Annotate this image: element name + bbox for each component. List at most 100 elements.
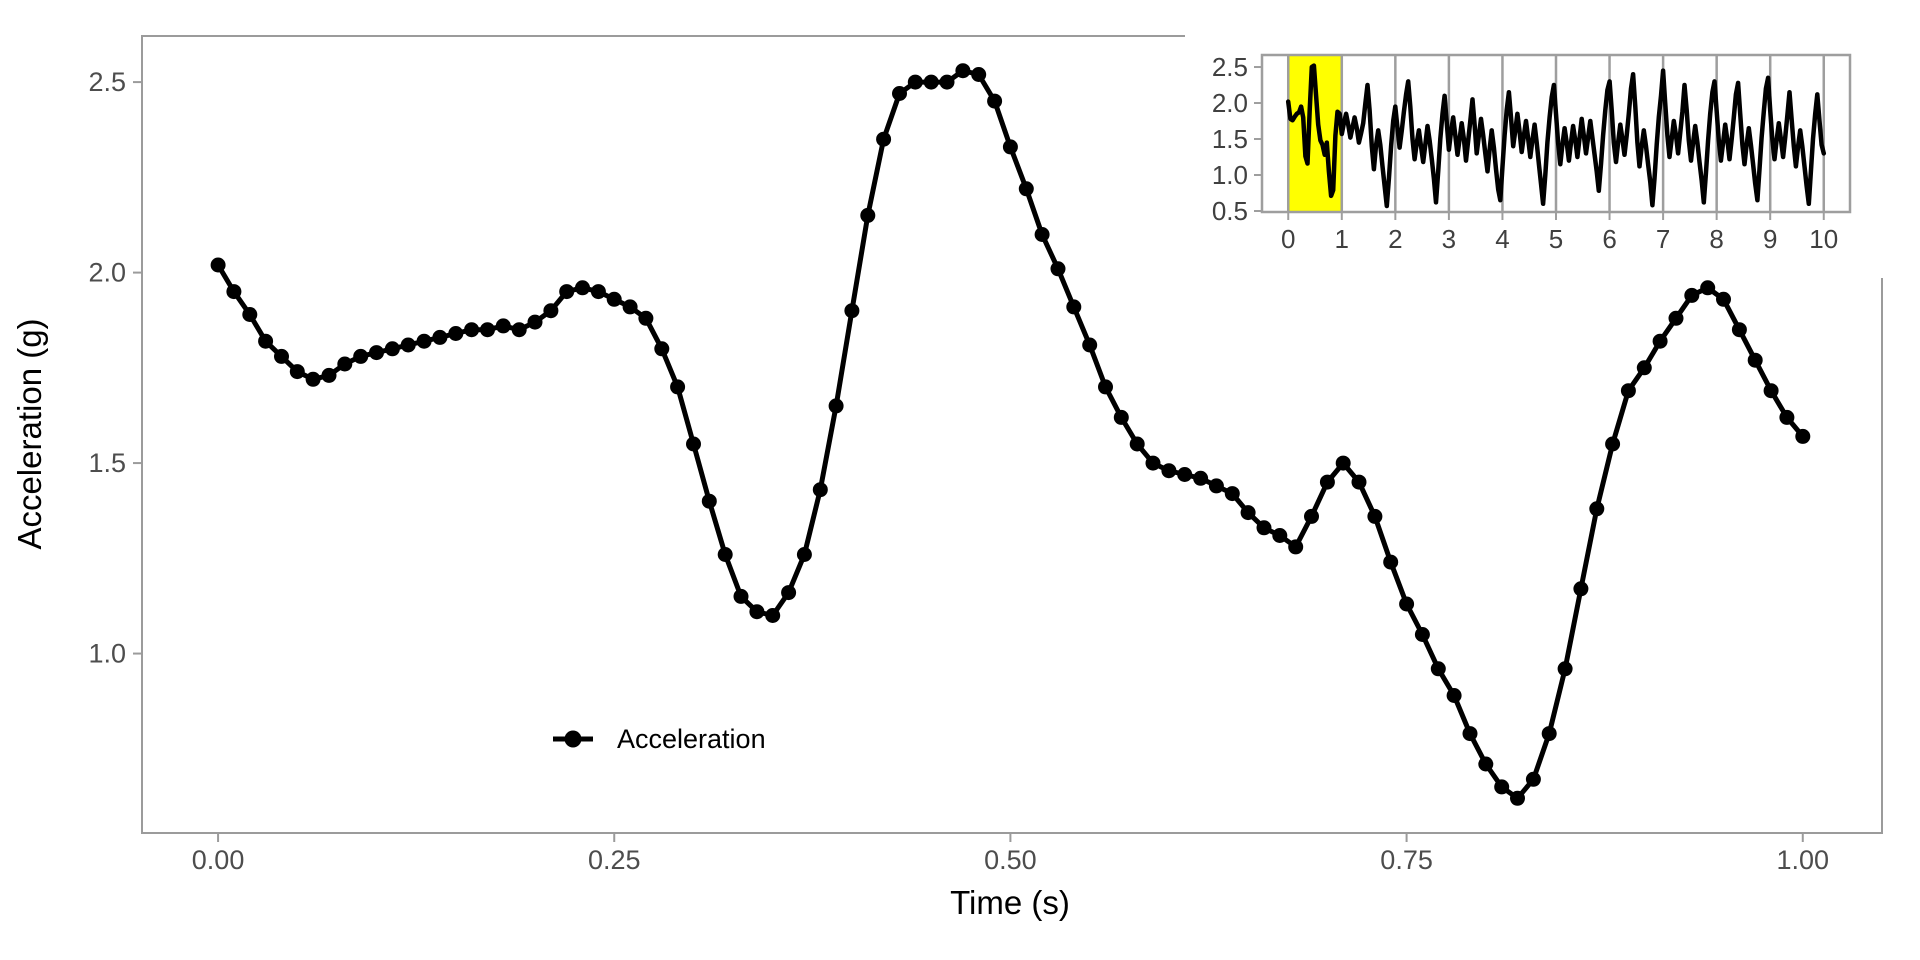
data-point [622,299,638,315]
inset-panel-border [1260,53,1852,214]
data-point [670,379,686,395]
data-point [1478,756,1494,772]
data-point [464,322,480,338]
data-point [1002,139,1018,155]
data-point [1272,528,1288,543]
y-axis-title: Acceleration (g) [11,318,48,550]
data-point [369,345,384,361]
data-point [1525,771,1541,787]
data-point [1779,409,1795,425]
x-tick-label: 0.75 [1380,845,1433,875]
x-tick-label: 0.25 [588,845,641,875]
data-point [305,371,321,387]
data-point [226,284,242,300]
data-point [1066,299,1082,315]
data-point [384,341,400,357]
data-point [749,604,765,620]
data-point [892,86,907,101]
data-point [210,257,226,273]
data-point [274,348,289,364]
data-point [321,367,337,383]
data-point [1636,360,1652,376]
data-point [1129,436,1145,452]
x-tick-label: 0.00 [192,845,245,875]
data-point [337,356,353,372]
data-point [1018,181,1034,197]
data-point [590,284,606,300]
data-point [955,63,971,79]
data-point [796,547,812,562]
inset-y-tick-label: 2.5 [1212,52,1248,82]
inset-y-tick-label: 1.0 [1212,160,1248,190]
inset-x-tick-label: 6 [1602,224,1616,254]
data-point [844,303,860,319]
data-point [1367,508,1383,524]
data-point [1557,661,1573,677]
data-point [1747,352,1763,368]
data-point [416,333,432,349]
data-point [353,348,369,364]
data-point [242,307,258,322]
data-point [860,207,876,223]
data-point [448,326,464,341]
inset-y-tick-label: 1.5 [1212,124,1248,154]
data-point [1098,379,1113,395]
data-point [606,291,622,307]
y-tick-label: 2.5 [88,67,126,97]
data-point [1034,227,1050,242]
overview-inset-chart: 0 1 2 3 4 5 6 7 8 9 10 0.5 1.0 1.5 2.0 2.5 [1212,52,1852,254]
data-point [1399,596,1415,612]
data-point [575,280,590,296]
data-point [1462,726,1478,742]
x-tick-label: 1.00 [1776,845,1829,875]
data-point [1795,428,1811,444]
data-point [1383,554,1399,570]
data-point [480,322,495,338]
inset-x-tick-label: 7 [1656,224,1670,254]
data-point [987,93,1003,109]
inset-y-tick-label: 2.0 [1212,88,1248,118]
data-point [1319,474,1335,490]
data-point [1573,581,1589,597]
data-point [1620,383,1636,399]
data-point [971,67,987,82]
legend-label: Acceleration [617,723,766,754]
y-tick-label: 1.5 [88,448,126,478]
data-point [1446,688,1462,703]
overview-inset: 0 1 2 3 4 5 6 7 8 9 10 0.5 1.0 1.5 2.0 2.5 [1185,0,1920,278]
data-point [781,585,797,601]
inset-x-tick-label: 2 [1388,224,1402,254]
main-panel-border [141,35,1883,834]
data-point [1224,486,1240,502]
inset-acceleration-line [1285,63,1827,209]
data-point [733,588,749,604]
data-point [1351,474,1367,490]
inset-x-tick-label: 3 [1442,224,1456,254]
data-point [765,608,781,623]
data-point [1716,291,1731,307]
data-point [495,318,511,334]
data-point [289,364,305,380]
data-point [654,341,670,357]
data-point [1605,436,1621,452]
data-point [511,322,527,338]
data-point [1288,539,1304,555]
data-point [1304,508,1319,524]
data-point [1177,467,1193,482]
data-point [939,74,955,90]
data-point [701,493,717,509]
inset-x-tick-label: 5 [1549,224,1563,254]
data-point [1684,287,1700,303]
inset-x-tick-label: 4 [1495,224,1509,254]
data-point [1193,470,1209,486]
x-tick-label: 0.50 [984,845,1037,875]
inset-x-tick-label: 1 [1335,224,1349,254]
data-point [559,284,575,300]
data-point [923,74,939,90]
y-tick-label: 1.0 [88,639,126,669]
data-point [1763,383,1779,399]
data-point [1335,455,1351,471]
data-point [1208,478,1224,494]
data-point [400,337,416,353]
